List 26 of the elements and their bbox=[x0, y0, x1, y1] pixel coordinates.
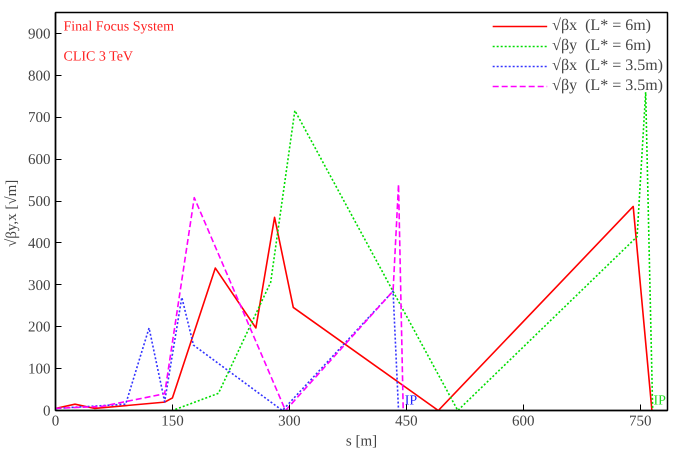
x-tick-label: 450 bbox=[395, 414, 418, 430]
annotation: IP bbox=[653, 394, 666, 408]
y-tick-label: 300 bbox=[28, 278, 50, 294]
y-axis-title: √βy,x [√m] bbox=[4, 180, 20, 248]
legend-label: √βy (L* = 6m) bbox=[552, 37, 651, 55]
y-tick-label: 400 bbox=[28, 236, 50, 252]
y-tick-label: 0 bbox=[43, 404, 50, 420]
annotation: CLIC 3 TeV bbox=[64, 50, 134, 64]
y-tick-label: 200 bbox=[28, 320, 50, 336]
y-tick-label: 600 bbox=[28, 152, 50, 168]
x-tick-label: 300 bbox=[278, 414, 301, 430]
x-tick-label: 600 bbox=[512, 414, 535, 430]
annotation: IP bbox=[404, 394, 418, 408]
x-tick-label: 750 bbox=[628, 414, 652, 430]
y-tick-label: 800 bbox=[28, 68, 50, 84]
y-tick-label: 700 bbox=[28, 110, 50, 126]
y-tick-label: 500 bbox=[28, 194, 50, 210]
y-tick-label: 100 bbox=[28, 362, 50, 378]
y-tick-label: 900 bbox=[28, 26, 50, 42]
legend-label: √βx (L* = 6m) bbox=[552, 17, 651, 35]
x-tick-label: 150 bbox=[161, 414, 184, 430]
annotation: Final Focus System bbox=[64, 20, 174, 34]
line-series bbox=[56, 183, 404, 410]
legend-label: √βx (L* = 3.5m) bbox=[552, 57, 663, 75]
legend-label: √βy (L* = 3.5m) bbox=[552, 77, 663, 95]
x-axis-title: s [m] bbox=[346, 434, 378, 450]
